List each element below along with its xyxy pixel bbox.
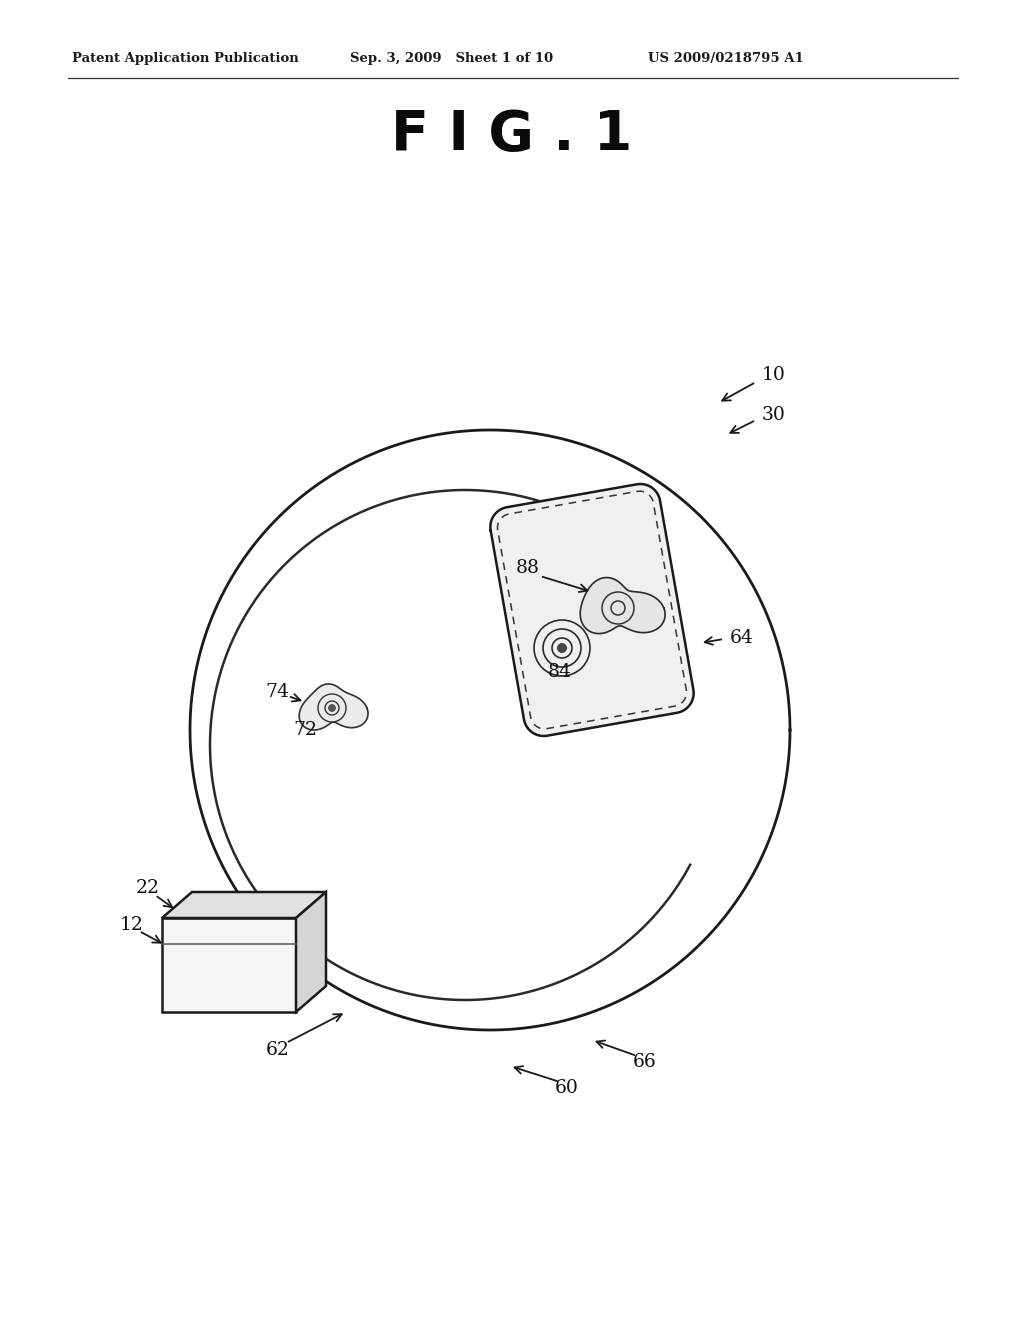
Text: 66: 66 (633, 1053, 656, 1071)
Text: 60: 60 (555, 1078, 579, 1097)
Text: 62: 62 (266, 1041, 290, 1059)
Polygon shape (162, 917, 296, 1012)
Text: US 2009/0218795 A1: US 2009/0218795 A1 (648, 51, 804, 65)
Text: F I G . 1: F I G . 1 (391, 108, 633, 162)
Polygon shape (490, 484, 693, 737)
Text: 88: 88 (516, 558, 540, 577)
Text: 30: 30 (762, 407, 785, 424)
Text: 84: 84 (548, 663, 572, 681)
Text: 10: 10 (762, 366, 785, 384)
Circle shape (329, 705, 335, 711)
Text: Patent Application Publication: Patent Application Publication (72, 51, 299, 65)
Polygon shape (162, 892, 326, 917)
Polygon shape (581, 578, 666, 634)
Polygon shape (299, 684, 368, 730)
Text: 12: 12 (120, 916, 144, 935)
Text: 64: 64 (730, 630, 754, 647)
Text: 72: 72 (293, 721, 317, 739)
Circle shape (558, 644, 566, 652)
Polygon shape (296, 892, 326, 1012)
Text: 22: 22 (136, 879, 160, 898)
Text: Sep. 3, 2009   Sheet 1 of 10: Sep. 3, 2009 Sheet 1 of 10 (350, 51, 553, 65)
Text: 74: 74 (265, 682, 289, 701)
